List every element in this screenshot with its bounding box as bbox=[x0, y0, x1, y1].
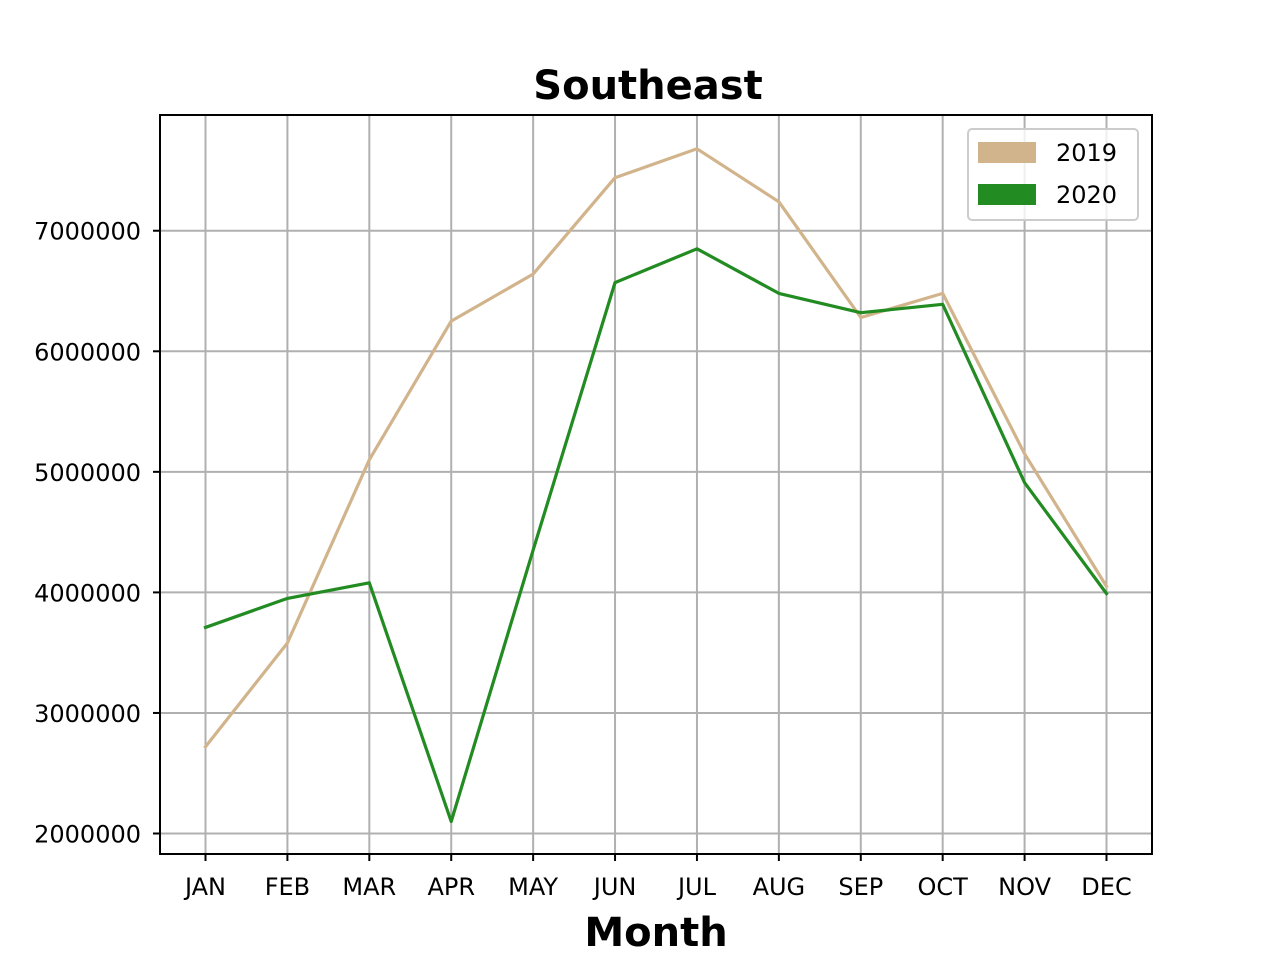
legend: 2019 2020 bbox=[967, 128, 1139, 221]
legend-swatch bbox=[978, 142, 1036, 163]
y-tick-label: 5000000 bbox=[34, 459, 141, 487]
x-axis-label: Month bbox=[584, 910, 727, 956]
y-tick-label: 3000000 bbox=[34, 700, 141, 728]
grid bbox=[160, 115, 1152, 854]
x-tick-label: SEP bbox=[838, 873, 883, 901]
series-lines bbox=[203, 147, 1109, 824]
x-tick-label: NOV bbox=[998, 873, 1051, 901]
legend-label: 2020 bbox=[1056, 181, 1117, 209]
x-tick-label: MAY bbox=[508, 873, 558, 901]
chart-title: Southeast bbox=[533, 63, 762, 109]
x-tick-label: FEB bbox=[265, 873, 310, 901]
y-tick-label: 6000000 bbox=[34, 338, 141, 366]
x-tick-label: DEC bbox=[1081, 873, 1131, 901]
x-tick-label: APR bbox=[427, 873, 475, 901]
x-tick-label: JUN bbox=[592, 873, 637, 901]
legend-label: 2019 bbox=[1056, 139, 1117, 167]
y-axis-ticks: 2000000 3000000 4000000 5000000 6000000 70000… bbox=[34, 218, 160, 849]
y-tick-label: 2000000 bbox=[34, 821, 141, 849]
x-tick-label: JAN bbox=[183, 873, 226, 901]
x-tick-label: AUG bbox=[753, 873, 806, 901]
series-line-2020 bbox=[203, 247, 1109, 824]
plot-area-frame bbox=[159, 114, 1153, 855]
y-tick-label: 7000000 bbox=[34, 218, 141, 246]
y-tick-label: 4000000 bbox=[34, 579, 141, 607]
x-tick-label: OCT bbox=[918, 873, 969, 901]
x-tick-label: MAR bbox=[342, 873, 396, 901]
legend-swatch bbox=[978, 184, 1036, 205]
series-line-2019 bbox=[203, 147, 1109, 749]
x-axis-ticks: JAN FEB MAR APR MAY JUN JUL AUG SEP OCT NOV DEC bbox=[183, 854, 1132, 901]
x-tick-label: JUL bbox=[676, 873, 717, 901]
